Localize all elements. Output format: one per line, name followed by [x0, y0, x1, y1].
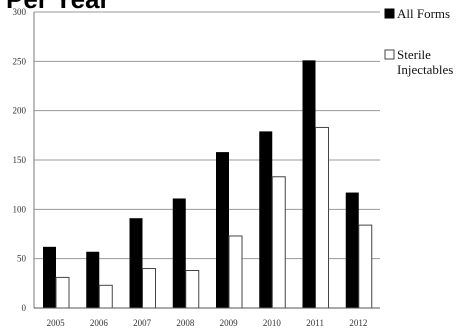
bar-all-forms: [86, 251, 100, 308]
y-tick-label: 200: [13, 106, 27, 116]
axes: [33, 12, 380, 309]
bar-all-forms: [302, 60, 316, 309]
bar-all-forms: [216, 152, 229, 308]
bar-sterile-injectables: [185, 270, 200, 309]
bar-all-forms: [172, 198, 186, 308]
bar-sterile-injectables: [271, 176, 286, 309]
legend-label-all-forms: All Forms: [397, 6, 450, 21]
bar-all-forms: [43, 246, 56, 308]
bar-sterile-injectables: [55, 276, 70, 309]
bars: [43, 60, 373, 309]
y-tick-label: 250: [13, 56, 27, 66]
x-tick-label: 2007: [133, 318, 152, 328]
y-tick-label: 100: [13, 204, 27, 214]
y-tick-label: 300: [13, 7, 27, 17]
x-tick-label: 2005: [47, 318, 66, 328]
bar-all-forms: [129, 218, 143, 308]
bar-sterile-injectables: [358, 224, 373, 309]
x-tick-label: 2006: [90, 318, 109, 328]
x-tick-label: 2011: [306, 318, 324, 328]
legend-swatch-all-forms: [384, 8, 395, 19]
bar-sterile-injectables: [228, 235, 243, 309]
x-tick-labels: 2005 2006 2007 2008 2009 2010 2011 2012: [47, 318, 368, 328]
bar-sterile-injectables: [98, 284, 113, 309]
bar-all-forms: [345, 192, 359, 308]
x-tick-label: 2012: [349, 318, 367, 328]
y-tick-label: 150: [13, 155, 27, 165]
bar-sterile-injectables: [315, 126, 329, 309]
legend-swatch-sterile-injectables: [384, 49, 395, 60]
y-tick-label: 50: [17, 254, 27, 264]
x-tick-label: 2009: [220, 318, 239, 328]
chart-title: Per Year: [6, 0, 110, 14]
x-tick-label: 2010: [263, 318, 282, 328]
legend: All Forms Sterile Injectables: [384, 6, 453, 77]
bar-all-forms: [259, 131, 273, 308]
y-tick-labels: 0 50 100 150 200 250 300: [13, 7, 27, 313]
legend-label-sterile-injectables: Sterile Injectables: [397, 47, 453, 77]
y-tick-label: 0: [22, 303, 27, 313]
bar-sterile-injectables: [142, 268, 156, 309]
x-tick-label: 2008: [176, 318, 195, 328]
